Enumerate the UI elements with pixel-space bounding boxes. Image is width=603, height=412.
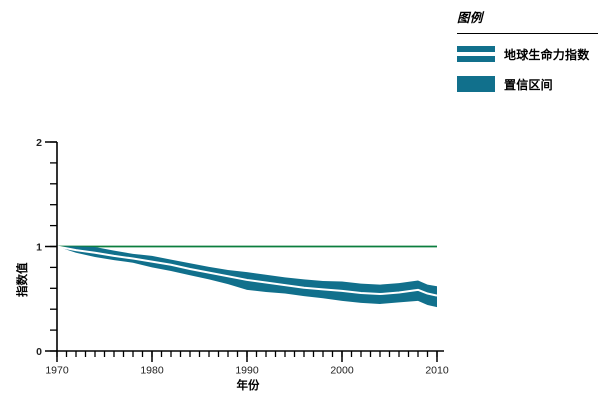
lpi-chart: 1970 1980 1990 2000 2010 0 1 2 bbox=[36, 137, 449, 377]
lpi-band-line-swatch-icon bbox=[457, 46, 495, 62]
x-axis-title: 年份 bbox=[236, 380, 260, 392]
x-tick-label: 2010 bbox=[425, 365, 449, 377]
legend-item-lpi: 地球生命力指数 bbox=[457, 46, 598, 63]
x-tick-label: 1990 bbox=[235, 365, 259, 377]
legend-item-label: 地球生命力指数 bbox=[504, 47, 590, 62]
x-tick-label: 1980 bbox=[140, 365, 164, 377]
legend-item-ci: 置信区间 bbox=[457, 76, 598, 93]
y-tick-label: 0 bbox=[36, 346, 42, 358]
legend-divider bbox=[457, 33, 598, 34]
x-tick-label: 1970 bbox=[45, 365, 69, 377]
swatch-bar bbox=[457, 55, 495, 62]
x-tick-label: 2000 bbox=[330, 365, 354, 377]
y-tick-label: 1 bbox=[36, 241, 42, 253]
legend-item-label: 置信区间 bbox=[504, 77, 553, 92]
legend: 图例 地球生命力指数 置信区间 bbox=[457, 7, 598, 93]
y-tick-label: 2 bbox=[36, 137, 42, 149]
ci-swatch-icon bbox=[457, 76, 495, 92]
y-axis-title: 指数值 bbox=[17, 262, 29, 298]
swatch-bar bbox=[457, 46, 495, 53]
lpi-index-line bbox=[56, 245, 438, 297]
legend-title: 图例 bbox=[457, 11, 483, 25]
